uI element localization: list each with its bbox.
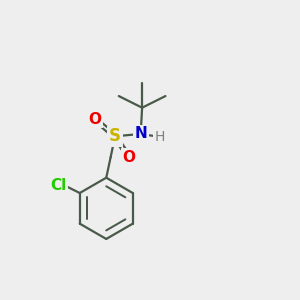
Text: O: O [122,150,136,165]
Text: H: H [154,130,165,144]
Text: Cl: Cl [51,178,67,193]
Text: N: N [134,127,147,142]
Text: O: O [89,112,102,127]
Text: S: S [109,127,121,145]
